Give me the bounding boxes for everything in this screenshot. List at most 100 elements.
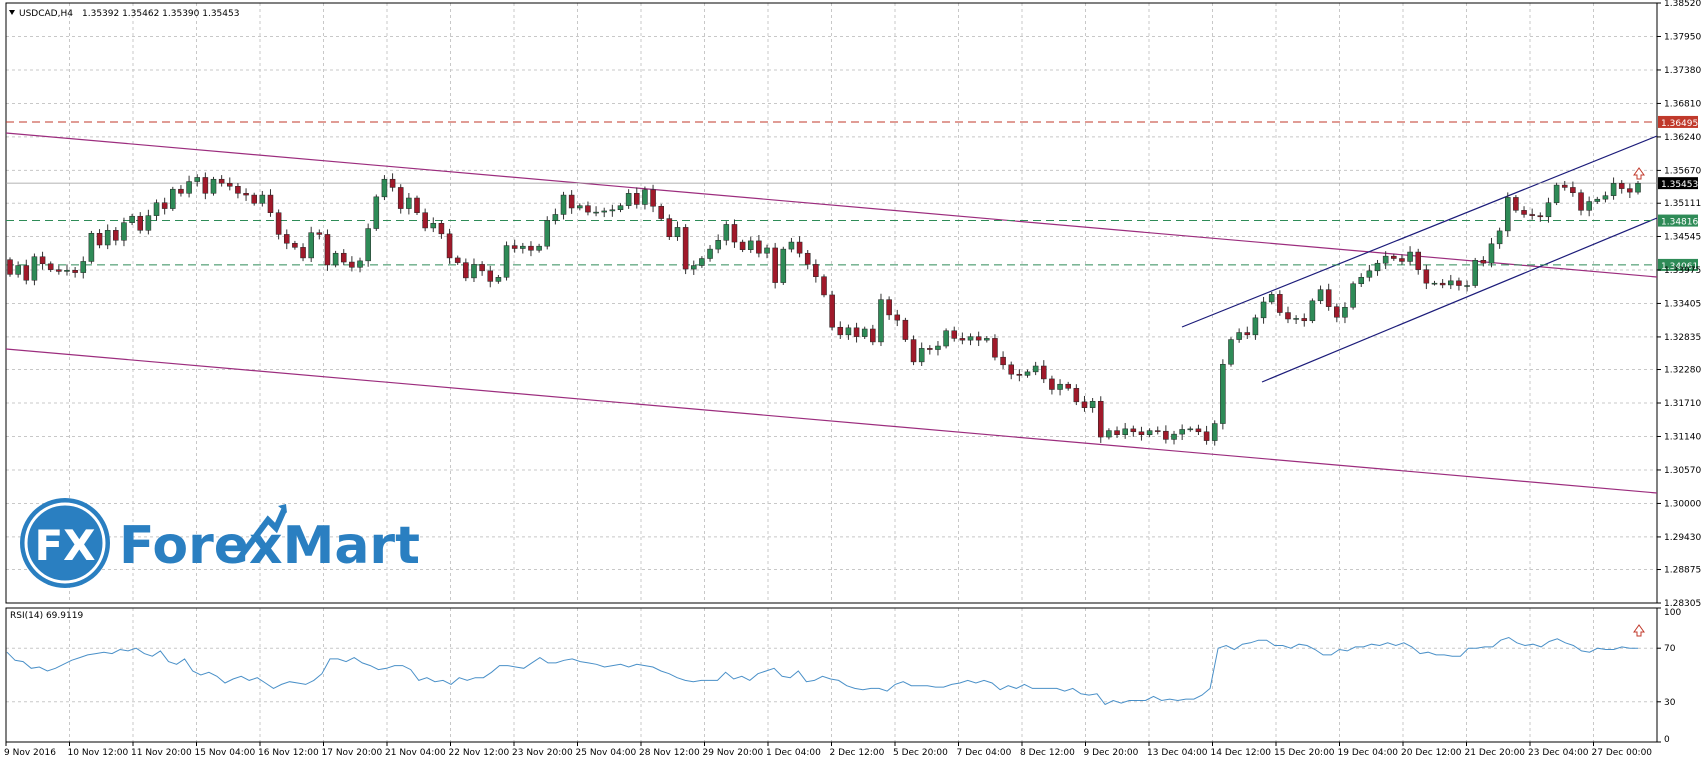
x-tick-label: 23 Nov 20:00 (512, 748, 573, 758)
x-tick-label: 20 Dec 12:00 (1401, 748, 1462, 758)
rsi-line[interactable] (6, 636, 1638, 706)
candle-bull (1553, 184, 1560, 203)
candle-bull (1545, 202, 1552, 218)
candle-bull (1366, 270, 1373, 278)
candle-bull (845, 327, 852, 336)
candle-bull (129, 215, 135, 223)
candle-bear (1138, 431, 1145, 435)
candle-bull (1024, 371, 1031, 376)
candle-bear (813, 264, 819, 277)
candle-bear (397, 187, 404, 209)
candle-bear (886, 299, 892, 316)
candle-bear (1521, 210, 1527, 215)
candle-bear (389, 178, 396, 188)
candle-bull (780, 248, 787, 283)
candle-bull (153, 202, 160, 216)
y-tick-label: 1.32835 (1664, 333, 1701, 343)
rsi-label: RSI(14) 69.9119 (10, 611, 83, 621)
uptrend-channel-lower-line[interactable] (1261, 217, 1658, 383)
price-label-text: 1.34061 (1661, 262, 1698, 272)
x-tick-label: 17 Nov 20:00 (322, 748, 383, 758)
x-tick-label: 27 Dec 00:00 (1592, 748, 1653, 758)
candle-bull (31, 256, 38, 281)
candle-bull (1089, 400, 1096, 408)
candle-bear (1195, 428, 1202, 433)
candle-bear (300, 247, 306, 259)
candle-bear (218, 178, 225, 184)
candle-bear (1154, 430, 1161, 432)
candle-bear (1049, 378, 1055, 390)
candle-bear (283, 234, 290, 244)
candle-bull (1317, 289, 1324, 302)
downtrend-channel-upper-line[interactable] (5, 132, 1658, 278)
candle-bear (1163, 430, 1169, 440)
candle-bull (1187, 428, 1194, 431)
candle-bull (1252, 317, 1259, 336)
x-tick-label: 13 Dec 04:00 (1147, 748, 1208, 758)
rsi-axis-labels: 100 70 30 0 (1657, 607, 1681, 745)
candle-bear (39, 256, 46, 265)
candle-bear (796, 241, 803, 254)
x-tick-label: 15 Dec 20:00 (1274, 748, 1335, 758)
candle-bear (568, 194, 575, 209)
candle-bear (414, 197, 420, 213)
x-tick-label: 7 Dec 04:00 (957, 748, 1012, 758)
price-label-box (1658, 177, 1698, 190)
candle-bull (1220, 363, 1226, 424)
x-tick-label: 22 Nov 12:00 (449, 748, 510, 758)
candle-bull (878, 299, 884, 343)
candle-bear (682, 227, 689, 270)
y-tick-label: 1.37380 (1664, 66, 1701, 76)
symbol-label: USDCAD,H4 (19, 9, 73, 19)
x-tick-label: 1 Dec 04:00 (766, 748, 821, 758)
candle-bear (1561, 184, 1568, 188)
uptrend-channel-upper-line[interactable] (1181, 135, 1658, 328)
candle-bull (1431, 282, 1438, 285)
candle-bull (1032, 365, 1039, 373)
candle-bull (1472, 260, 1478, 286)
candle-bear (1415, 251, 1421, 270)
candle-bull (1171, 433, 1177, 440)
candle-bear (1041, 365, 1047, 380)
candle-bear (454, 257, 461, 263)
y-tick-label: 1.28305 (1664, 599, 1701, 609)
candle-bear (47, 263, 54, 270)
candle-bear (731, 224, 738, 243)
candle-bear (422, 212, 428, 229)
candle-bear (756, 240, 762, 254)
candle-bull (1057, 383, 1063, 390)
candle-bull (536, 245, 542, 251)
y-tick-label: 1.30000 (1664, 499, 1701, 509)
logo-circle (20, 498, 110, 588)
x-tick-label: 23 Dec 04:00 (1528, 748, 1589, 758)
rsi-tick-label: 100 (1664, 608, 1681, 618)
candle-bear (837, 326, 844, 336)
candle-bull (788, 241, 795, 250)
candle-bull (1586, 201, 1592, 211)
candle-bear (511, 245, 518, 249)
candle-bear (658, 205, 664, 219)
x-tick-label: 10 Nov 12:00 (68, 748, 129, 758)
candle-bear (243, 193, 249, 196)
y-tick-label: 1.36240 (1664, 133, 1701, 143)
downtrend-channel-lower-line[interactable] (5, 348, 1658, 494)
rsi-tick-label: 30 (1664, 698, 1676, 708)
candle-bear (1578, 192, 1584, 211)
dropdown-triangle-icon[interactable] (9, 10, 15, 15)
candle-bull (935, 345, 941, 350)
y-tick-label: 1.34545 (1664, 232, 1701, 242)
candle-bear (178, 188, 184, 194)
x-tick-label: 25 Nov 04:00 (576, 748, 637, 758)
candle-bull (1293, 318, 1299, 320)
logo-arrow-head-icon (278, 504, 287, 513)
x-tick-label: 15 Nov 04:00 (195, 748, 256, 758)
candle-bear (829, 294, 835, 328)
candle-bull (259, 194, 266, 204)
forexmart-logo: FX ForexMart (20, 498, 420, 588)
candle-bear (463, 262, 469, 279)
y-tick-label: 1.36810 (1664, 99, 1701, 109)
candle-bear (772, 247, 778, 283)
candle-bull (1350, 283, 1356, 308)
price-up-arrow-icon (1633, 167, 1645, 180)
